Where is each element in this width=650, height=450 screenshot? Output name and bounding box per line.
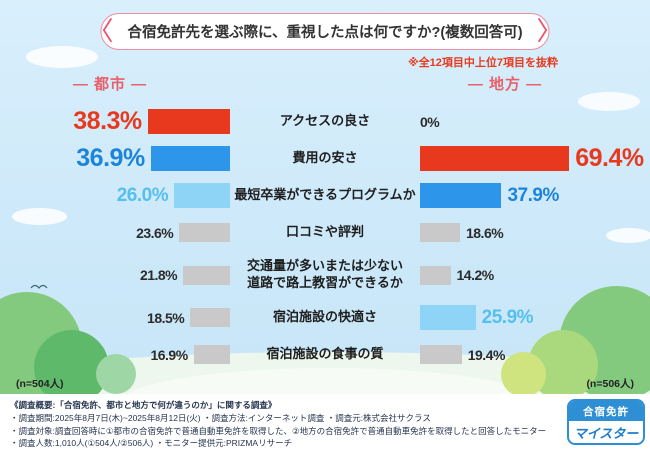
chart-row: 18.5% 宿泊施設の快適さ 25.9% [8,299,642,336]
category-label-line: アクセスの良さ [279,113,371,129]
category-label-line: 宿泊施設の快適さ [272,309,377,325]
rural-cell: 19.4% [420,345,642,364]
title-bracket-right-icon: 〉 [536,15,563,46]
rural-value: 69.4% [575,144,644,172]
urban-bar [183,265,230,285]
urban-bar [150,146,230,171]
chart-row: 26.0% 最短卒業ができるプログラムか 37.9% [8,177,642,214]
urban-bar [174,183,230,208]
urban-cell: 38.3% [8,107,230,136]
rural-cell: 18.6% [420,223,642,242]
urban-value: 16.9% [150,346,188,363]
cloud-decoration [578,92,640,111]
rural-bar [420,183,502,208]
urban-cell: 21.8% [8,265,230,285]
bird-icon [30,284,48,289]
column-header-rural: ― 地方 ― [467,76,543,93]
rural-value: 19.4% [467,346,506,363]
rural-value: 0% [420,113,440,130]
chart-row: 16.9% 宿泊施設の食事の質 19.4% [8,336,642,373]
footer-count-line: ・調査人数:1,010人(①504人/②506人) ・モニター提供元:PRIZM… [10,438,293,449]
cloud-decoration [26,46,98,68]
survey-title-text: 合宿免許先を選ぶ際に、重視した点は何ですか?(複数回答可) [127,25,523,41]
chart-row: 23.6% 口コミや評判 18.6% [8,214,642,251]
tree-decoration [501,352,546,397]
urban-value: 36.9% [76,144,145,172]
urban-value: 23.6% [136,224,174,241]
category-label-line: 交通量が多いまたは少ない [246,258,403,274]
cloud-decoration [12,208,67,225]
rural-cell: 37.9% [420,183,642,208]
rural-bar [420,265,451,285]
category-label: 費用の安さ [230,150,420,167]
rural-cell: 14.2% [420,265,642,285]
logo-bottom-text: マイスター [573,425,639,441]
urban-value: 26.0% [116,184,169,206]
footer-overview-line: 《調査概要:「合宿免許、都市と地方で何が違うのか」に関する調査》 [10,400,277,410]
rural-bar [420,223,460,242]
rural-bar [420,146,570,171]
rural-cell: 0% [420,114,642,130]
urban-cell: 36.9% [8,144,230,173]
column-header-urban: ― 都市 ― [72,76,148,93]
mirrored-bar-chart: 38.3% アクセスの良さ 0% 36.9% 費用の安さ 69.4% 26.0% 最短卒業がで… [8,103,644,373]
cloud-decoration [606,228,650,243]
category-label: 最短卒業ができるプログラムか [230,187,420,204]
urban-cell: 16.9% [8,345,230,364]
category-label-line: 費用の安さ [292,150,358,166]
rural-value: 18.6% [465,224,504,241]
top7-note: ※全12項目中上位7項目を抜粋 [407,57,558,69]
chart-row: 36.9% 費用の安さ 69.4% [8,140,644,177]
urban-value: 18.5% [147,309,185,326]
urban-value: 38.3% [73,107,142,135]
gasshuku-menkyo-meister-logo: 合宿免許 マイスター [567,399,645,445]
footer-target-line: ・調査対象:調査回答時に①都市の合宿免許で普通自動車免許を取得した、②地方の合宿… [10,425,547,436]
urban-bar [147,109,230,134]
urban-cell: 26.0% [8,183,230,208]
sample-size-rural: (n=506人) [586,378,634,390]
rural-bar [420,345,462,364]
category-label-line: 口コミや評判 [285,224,364,240]
logo-top-text: 合宿免許 [569,401,643,421]
urban-cell: 18.5% [8,308,230,327]
rural-value: 25.9% [481,306,534,328]
urban-cell: 23.6% [8,223,230,242]
sample-size-urban: (n=504人) [16,378,64,390]
survey-footer: 《調査概要:「合宿免許、都市と地方で何が違うのか」に関する調査》 ・調査期間:2… [0,394,650,450]
urban-bar [179,223,230,242]
rural-value: 14.2% [456,267,495,283]
tree-decoration [96,354,136,394]
footer-period-line: ・調査期間:2025年8月7日(木)~2025年8月12日(火) ・調査方法:イ… [10,412,431,423]
urban-bar [190,308,230,327]
category-label: アクセスの良さ [230,113,420,130]
rural-cell: 25.9% [420,305,642,330]
chart-row: 21.8% 交通量が多いまたは少ない 道路で路上教習ができるか 14.2% [8,251,642,299]
urban-bar [193,345,230,364]
chart-row: 38.3% アクセスの良さ 0% [8,103,642,140]
category-label-line: 最短卒業ができるプログラムか [234,187,416,203]
category-label: 宿泊施設の食事の質 [230,346,420,363]
rural-value: 37.9% [507,184,559,206]
title-bracket-left-icon: 〈 [87,15,114,46]
category-label: 交通量が多いまたは少ない 道路で路上教習ができるか [230,258,420,292]
category-label: 口コミや評判 [230,224,420,241]
rural-cell: 69.4% [420,144,644,173]
rural-bar [420,305,476,330]
category-label-line: 宿泊施設の食事の質 [266,346,384,362]
category-label-line: 道路で路上教習ができるか [247,275,403,290]
urban-value: 21.8% [139,267,178,283]
category-label: 宿泊施設の快適さ [230,309,420,326]
survey-title: 〈 合宿免許先を選ぶ際に、重視した点は何ですか?(複数回答可) 〉 [87,13,563,50]
